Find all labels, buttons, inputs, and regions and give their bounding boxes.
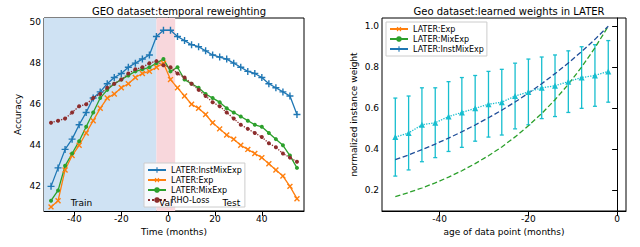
svg-text:0.8: 0.8 [365,62,380,72]
svg-text:LATER:InstMixExp: LATER:InstMixExp [413,45,484,54]
svg-text:Val: Val [159,198,172,208]
svg-text:-40: -40 [67,214,82,224]
svg-text:Time (months): Time (months) [140,227,207,237]
svg-text:-20: -20 [521,214,536,224]
svg-text:44: 44 [30,140,42,150]
svg-text:0.2: 0.2 [365,185,379,195]
svg-text:0.6: 0.6 [365,103,380,113]
svg-text:LATER:InstMixExp: LATER:InstMixExp [171,166,242,175]
svg-text:-20: -20 [114,214,129,224]
svg-text:age of data point (months): age of data point (months) [443,227,564,237]
svg-text:40: 40 [256,214,268,224]
svg-text:42: 42 [30,181,41,191]
svg-text:20: 20 [209,214,221,224]
svg-text:50: 50 [30,17,42,27]
svg-text:46: 46 [30,99,42,109]
svg-text:LATER:Exp: LATER:Exp [171,176,213,185]
svg-text:48: 48 [30,58,42,68]
svg-text:0.4: 0.4 [365,144,380,154]
svg-text:RHO-Loss: RHO-Loss [171,196,210,205]
svg-text:Accuracy: Accuracy [13,93,23,135]
svg-text:GEO dataset:temporal reweighti: GEO dataset:temporal reweighting [92,6,266,17]
svg-text:0: 0 [165,214,171,224]
svg-text:Test: Test [222,198,241,208]
svg-text:LATER:MixExp: LATER:MixExp [171,186,227,195]
svg-text:Geo dataset:learned weights in: Geo dataset:learned weights in LATER [413,6,604,17]
svg-text:LATER:MixExp: LATER:MixExp [413,35,469,44]
svg-text:0: 0 [614,214,620,224]
svg-text:1.0: 1.0 [365,21,380,31]
svg-text:-40: -40 [432,214,447,224]
svg-text:Train: Train [70,198,93,208]
svg-text:LATER:Exp: LATER:Exp [413,25,455,34]
svg-text:normalized instance weight: normalized instance weight [349,52,359,177]
